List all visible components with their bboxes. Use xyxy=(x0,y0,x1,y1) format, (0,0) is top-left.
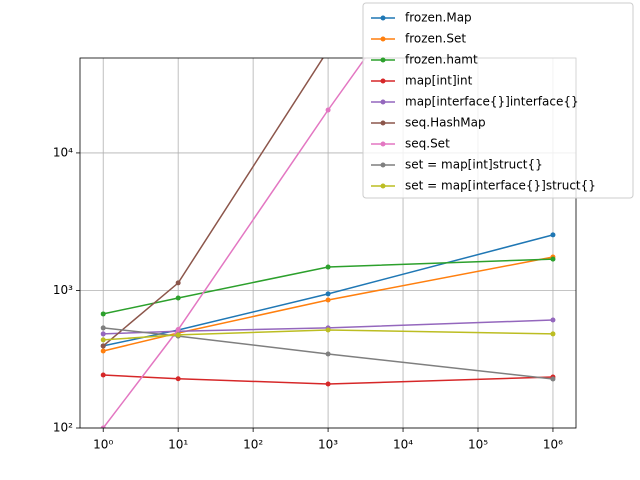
legend-marker xyxy=(380,141,386,147)
legend-label: seq.Set xyxy=(405,137,450,151)
point xyxy=(175,332,181,338)
legend-marker xyxy=(380,36,386,42)
legend-label: frozen.hamt xyxy=(405,53,478,67)
legend-frame xyxy=(362,2,634,199)
point xyxy=(550,376,556,382)
legend-label: map[int]int xyxy=(405,74,473,88)
y-tick-label: 10² xyxy=(53,421,73,435)
legend-marker xyxy=(380,15,386,21)
x-tick-label: 10² xyxy=(243,438,263,452)
point xyxy=(325,291,331,297)
point xyxy=(100,325,106,331)
series-line xyxy=(102,58,324,347)
series-line xyxy=(103,327,554,380)
legend-marker xyxy=(380,99,386,105)
legend-label: set = map[int]struct{} xyxy=(405,158,543,172)
point xyxy=(325,381,331,387)
legend: frozen.Map frozen.Set frozen.hamt map[int]i… xyxy=(362,2,634,199)
legend-label: frozen.Map xyxy=(405,11,472,25)
legend-label: frozen.Set xyxy=(405,32,466,46)
series-line xyxy=(103,374,554,385)
point xyxy=(100,337,106,343)
series-line xyxy=(103,258,554,315)
x-tick-label: 10⁴ xyxy=(393,438,413,452)
point xyxy=(325,351,331,357)
legend-marker xyxy=(380,120,386,126)
point xyxy=(550,331,556,337)
point xyxy=(175,327,181,333)
y-tick-label: 10⁴ xyxy=(53,145,73,159)
legend-label: set = map[interface{}]struct{} xyxy=(405,179,596,193)
series-line xyxy=(102,58,367,428)
x-tick-label: 10⁶ xyxy=(543,438,563,452)
series-line xyxy=(103,256,554,352)
legend-marker xyxy=(380,162,386,168)
point xyxy=(100,372,106,378)
legend-marker xyxy=(380,78,386,84)
point xyxy=(100,331,106,337)
y-tick-label: 10³ xyxy=(53,283,73,297)
point xyxy=(550,232,556,238)
x-tick-label: 10⁵ xyxy=(468,438,488,452)
point xyxy=(325,297,331,303)
point xyxy=(175,376,181,382)
legend-label: seq.HashMap xyxy=(405,116,486,130)
point xyxy=(100,348,106,354)
point xyxy=(175,280,181,286)
legend-marker xyxy=(380,183,386,189)
point xyxy=(100,343,106,349)
series-line xyxy=(103,329,554,341)
point xyxy=(100,425,106,428)
x-tick-label: 10³ xyxy=(318,438,338,452)
point xyxy=(325,327,331,333)
legend-label: map[interface{}]interface{} xyxy=(405,95,579,109)
point xyxy=(550,256,556,262)
point xyxy=(325,264,331,270)
x-tick-label: 10⁰ xyxy=(93,438,113,452)
legend-marker xyxy=(380,57,386,63)
point xyxy=(550,317,556,323)
point xyxy=(325,107,331,113)
plot-area xyxy=(100,58,556,428)
point xyxy=(175,295,181,301)
point xyxy=(100,311,106,317)
x-tick-label: 10¹ xyxy=(168,438,188,452)
